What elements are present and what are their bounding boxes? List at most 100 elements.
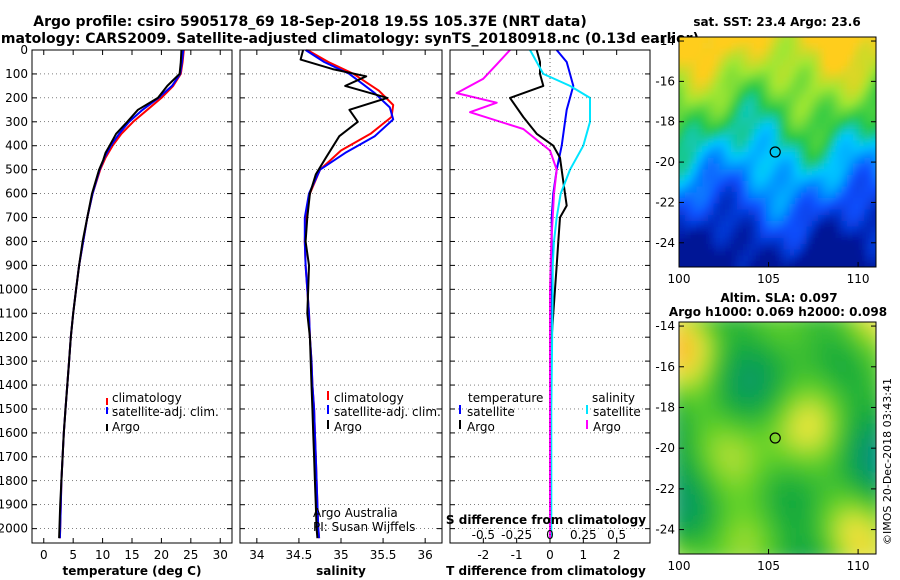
map-cell <box>736 249 744 257</box>
map-cell <box>812 198 819 205</box>
map-cell <box>870 48 876 55</box>
map-cell <box>783 180 790 188</box>
map-cell <box>870 83 876 90</box>
map-cell <box>688 536 698 546</box>
map-cell <box>713 65 721 73</box>
salinity-xlabel: salinity <box>316 564 366 578</box>
map-cell <box>864 169 871 176</box>
map-cell <box>679 255 686 262</box>
map-cell <box>684 48 692 55</box>
map-cell <box>679 375 680 385</box>
map-cell <box>835 244 842 251</box>
map-cell <box>714 473 725 484</box>
map-cell <box>736 221 744 228</box>
map-cell <box>696 249 703 257</box>
map-cell <box>705 322 716 332</box>
map-cell <box>690 244 697 251</box>
map-cell <box>849 509 859 519</box>
map-cell <box>852 192 860 199</box>
map-cell <box>786 545 797 554</box>
map-cell <box>806 249 813 257</box>
map-cell <box>696 152 703 159</box>
map-cell <box>806 226 813 234</box>
map-cell <box>705 384 716 394</box>
map-cell <box>847 111 854 119</box>
map-cell <box>742 221 750 228</box>
map-cell <box>708 169 715 176</box>
map-cell <box>783 146 790 153</box>
map-cell <box>723 411 734 421</box>
map-cell <box>719 54 726 61</box>
map-cell <box>852 106 860 113</box>
map-cell <box>794 186 802 193</box>
map-cell <box>748 88 755 96</box>
series-line-satellite-adj-clim- <box>303 49 395 539</box>
sst-map-ticks: 100 105 110-14-16-18-20-22-24 <box>655 34 876 286</box>
map-cell <box>742 65 750 73</box>
map-cell <box>852 215 860 222</box>
map-cell <box>813 402 823 412</box>
map-cell <box>768 402 779 412</box>
map-cell <box>876 227 882 233</box>
map-cell <box>812 83 819 90</box>
map-cell <box>754 249 761 257</box>
map-cell <box>719 71 726 78</box>
map-cell <box>696 140 703 147</box>
map-cell <box>823 203 831 211</box>
map-cell <box>823 221 831 228</box>
map-cell <box>754 209 761 216</box>
map-cell <box>736 65 744 73</box>
map-cell <box>858 117 865 124</box>
map-cell <box>858 438 868 448</box>
x-tick-label: 10 <box>95 548 110 562</box>
map-cell <box>822 411 832 421</box>
map-y-tick-label: -22 <box>655 482 675 496</box>
map-cell <box>804 429 814 439</box>
map-cell <box>741 429 752 439</box>
map-cell <box>870 111 876 119</box>
map-cell <box>748 48 755 55</box>
map-cell <box>777 221 784 228</box>
map-cell <box>702 203 709 211</box>
map-cell <box>742 71 750 78</box>
map-cell <box>696 366 707 377</box>
map-cell <box>876 358 886 368</box>
map-cell <box>823 244 831 251</box>
map-cell <box>723 509 734 519</box>
map-cell <box>823 106 831 113</box>
map-cell <box>714 536 725 546</box>
map-cell <box>760 186 767 193</box>
map-cell <box>822 536 832 546</box>
map-cell <box>831 518 841 528</box>
map-cell <box>806 169 813 176</box>
map-cell <box>679 411 689 421</box>
map-cell <box>742 203 750 211</box>
map-cell <box>713 169 721 176</box>
map-cell <box>702 48 709 55</box>
map-cell <box>719 134 726 142</box>
map-cell <box>708 60 715 67</box>
map-cell <box>795 322 805 332</box>
map-cell <box>714 491 725 501</box>
map-cell <box>841 88 848 96</box>
map-cell <box>813 518 823 528</box>
map-cell <box>831 402 841 412</box>
map-cell <box>705 366 716 377</box>
map-cell <box>840 518 850 528</box>
map-cell <box>731 255 738 262</box>
map-cell <box>708 209 715 216</box>
x-tick-label: 36 <box>418 548 433 562</box>
map-cell <box>852 60 860 67</box>
map-cell <box>713 111 721 119</box>
map-cell <box>731 169 738 176</box>
map-cell <box>795 446 805 457</box>
map-cell <box>679 322 689 332</box>
map-cell <box>713 106 721 113</box>
map-cell <box>800 261 808 267</box>
map-cell <box>684 83 692 90</box>
map-cell <box>736 134 744 142</box>
map-cell <box>696 411 707 421</box>
sla-map: Altim. SLA: 0.097 Argo h1000: 0.069 h200… <box>655 291 887 573</box>
map-cell <box>806 238 813 245</box>
map-cell <box>831 429 841 439</box>
